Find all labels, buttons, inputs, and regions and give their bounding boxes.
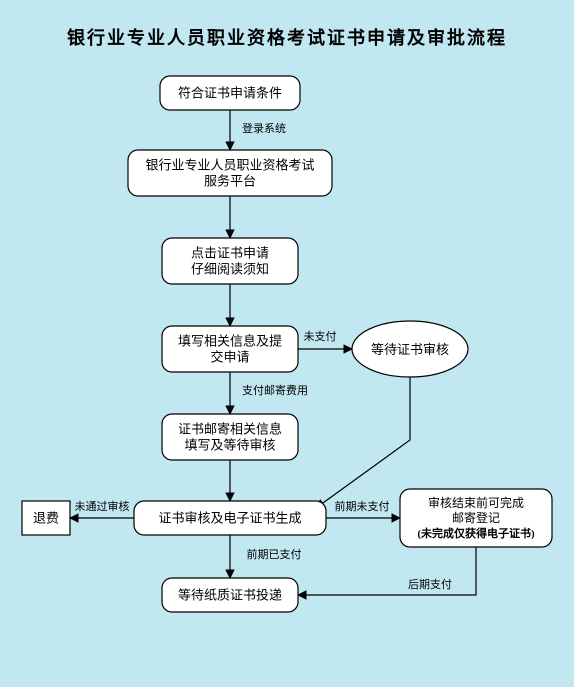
edge-label: 支付邮寄费用 (242, 383, 308, 397)
node-n7: 审核结束前可完成邮寄登记(未完成仅获得电子证书) (400, 489, 552, 547)
node-n8: 等待纸质证书投递 (162, 578, 298, 612)
node-label: 交申请 (210, 350, 249, 365)
node-label: 等待证书审核 (371, 342, 449, 357)
node-n3: 点击证书申请仔细阅读须知 (162, 238, 298, 284)
node-label: 点击证书申请 (191, 246, 269, 261)
node-label: 证书审核及电子证书生成 (158, 511, 301, 526)
node-n5: 证书邮寄相关信息填写及等待审核 (162, 414, 298, 460)
edge-label: 前期未支付 (335, 499, 390, 513)
node-label: 符合证书申请条件 (178, 86, 282, 101)
node-label: 填写及等待审核 (184, 438, 275, 453)
node-label: 填写相关信息及提 (178, 334, 282, 349)
node-label: 服务平台 (204, 174, 256, 189)
edge-label: 后期支付 (408, 578, 452, 591)
node-label: 等待纸质证书投递 (178, 588, 282, 603)
node-label: 退费 (33, 511, 59, 526)
node-n2: 银行业专业人员职业资格考试服务平台 (128, 150, 332, 196)
edge-label: 登录系统 (242, 121, 286, 135)
node-label-extra: (未完成仅获得电子证书) (417, 526, 535, 540)
node-n1: 符合证书申请条件 (160, 76, 300, 110)
node-label: 邮寄登记 (452, 510, 500, 525)
node-label: 证书邮寄相关信息 (178, 422, 282, 437)
flowchart-canvas: 登录系统未支付支付邮寄费用未通过审核 前期未支付前期已支付后期支付 符合证书申请条件… (0, 0, 574, 687)
node-label: 审核结束前可完成 (428, 495, 524, 510)
edge-label: 前期已支付 (247, 547, 302, 561)
edge-label: 未支付 (304, 330, 337, 343)
edge-label: 未通过审核 (75, 499, 130, 513)
edge-waitEllipse-n6 (316, 377, 410, 508)
node-n6: 证书审核及电子证书生成 (134, 501, 326, 535)
node-waitEllipse: 等待证书审核 (352, 321, 468, 377)
node-label: 银行业专业人员职业资格考试 (145, 158, 314, 173)
node-refund: 退费 (22, 501, 70, 535)
node-n4: 填写相关信息及提交申请 (162, 326, 298, 372)
node-label: 仔细阅读须知 (191, 262, 269, 277)
